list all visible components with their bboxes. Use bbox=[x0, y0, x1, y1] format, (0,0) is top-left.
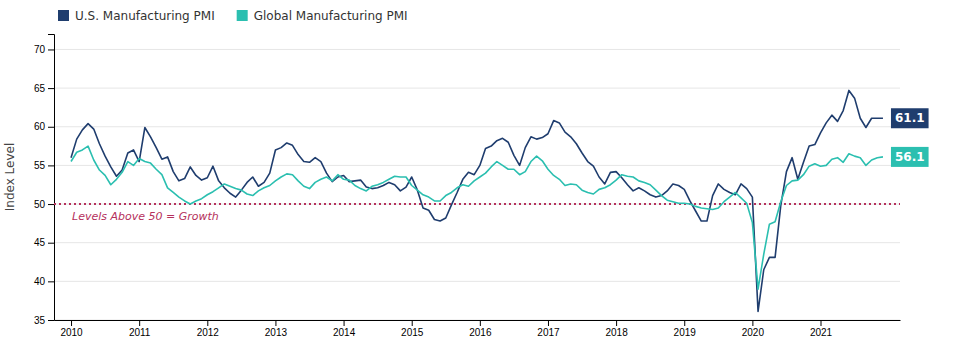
grid-line bbox=[54, 204, 900, 205]
grid-line bbox=[54, 126, 900, 127]
y-tick-mark bbox=[48, 320, 54, 321]
grid-line bbox=[54, 49, 900, 50]
end-label-text: 61.1 bbox=[895, 111, 925, 125]
series-line bbox=[71, 146, 883, 289]
legend-label: U.S. Manufacturing PMI bbox=[75, 9, 215, 23]
y-tick-mark bbox=[48, 88, 54, 89]
x-tick-label: 2014 bbox=[333, 327, 356, 338]
y-axis: 35 40 45 50 55 60 65 70 bbox=[34, 35, 55, 326]
end-label-text: 56.1 bbox=[895, 150, 925, 164]
grid-line bbox=[54, 88, 900, 89]
end-label-box bbox=[891, 108, 929, 128]
grid-line bbox=[54, 165, 900, 166]
x-tick: 2020 bbox=[742, 320, 765, 338]
y-tick-label: 40 bbox=[34, 276, 46, 287]
y-tick: 45 bbox=[34, 237, 54, 248]
end-label: 61.1 bbox=[891, 108, 929, 128]
legend-item: Global Manufacturing PMI bbox=[237, 9, 408, 23]
x-tick: 2010 bbox=[60, 320, 83, 338]
reference-line bbox=[54, 203, 900, 205]
grid-line bbox=[54, 281, 900, 282]
y-tick-label: 65 bbox=[34, 83, 46, 94]
y-tick: 60 bbox=[34, 121, 54, 132]
x-tick-label: 2012 bbox=[197, 327, 220, 338]
y-tick: 40 bbox=[34, 276, 54, 287]
x-tick: 2017 bbox=[537, 320, 560, 338]
legend-swatch bbox=[237, 10, 248, 21]
legend-swatch bbox=[58, 10, 69, 21]
y-tick: 65 bbox=[34, 83, 54, 94]
y-axis-title: Index Level bbox=[3, 143, 17, 212]
y-tick-label: 45 bbox=[34, 237, 46, 248]
x-axis-line bbox=[55, 320, 901, 321]
plot-area bbox=[54, 90, 900, 311]
y-tick-label: 35 bbox=[34, 315, 46, 326]
x-tick-mark bbox=[275, 320, 276, 326]
legend-item: U.S. Manufacturing PMI bbox=[58, 9, 215, 23]
x-tick: 2021 bbox=[810, 320, 833, 338]
y-tick-mark bbox=[48, 243, 54, 244]
x-tick-label: 2017 bbox=[537, 327, 560, 338]
x-tick-mark bbox=[480, 320, 481, 326]
annotation: Levels Above 50 = Growth bbox=[72, 210, 219, 223]
chart: 35 40 45 50 55 60 65 70 2010 2011 2012 2013 2014 2015… bbox=[0, 0, 960, 348]
x-tick-label: 2019 bbox=[674, 327, 697, 338]
y-tick-mark bbox=[48, 281, 54, 282]
x-tick-label: 2020 bbox=[742, 327, 765, 338]
grid-line bbox=[54, 320, 900, 321]
x-tick: 2012 bbox=[197, 320, 220, 338]
y-tick-label: 50 bbox=[34, 199, 46, 210]
x-tick-label: 2015 bbox=[401, 327, 424, 338]
x-tick-label: 2010 bbox=[60, 327, 83, 338]
x-tick-label: 2018 bbox=[605, 327, 628, 338]
x-tick-label: 2011 bbox=[129, 327, 151, 338]
x-tick-mark bbox=[344, 320, 345, 326]
legend-label: Global Manufacturing PMI bbox=[254, 9, 408, 23]
x-tick-mark bbox=[752, 320, 753, 326]
y-tick-mark bbox=[48, 127, 54, 128]
x-tick-mark bbox=[412, 320, 413, 326]
x-tick-mark bbox=[548, 320, 549, 326]
x-axis: 2010 2011 2012 2013 2014 2015 2016 2017 2018 2019… bbox=[55, 320, 901, 338]
x-tick: 2019 bbox=[674, 320, 697, 338]
end-label-box bbox=[891, 147, 929, 167]
x-tick-mark bbox=[139, 320, 140, 326]
legend: U.S. Manufacturing PMI Global Manufacturi… bbox=[58, 9, 408, 23]
end-label: 56.1 bbox=[891, 147, 929, 167]
y-tick: 70 bbox=[34, 44, 54, 55]
grid-line bbox=[54, 242, 900, 243]
x-tick-mark bbox=[821, 320, 822, 326]
x-tick: 2018 bbox=[605, 320, 628, 338]
y-tick-mark bbox=[48, 49, 54, 50]
series-line bbox=[71, 90, 883, 311]
x-tick-label: 2021 bbox=[810, 327, 833, 338]
x-tick-mark bbox=[616, 320, 617, 326]
grid bbox=[54, 49, 900, 320]
y-tick: 50 bbox=[34, 199, 54, 210]
x-tick-label: 2016 bbox=[469, 327, 492, 338]
x-tick: 2016 bbox=[469, 320, 492, 338]
plot-root: 35 40 45 50 55 60 65 70 2010 2011 2012 2013 2014 2015… bbox=[3, 35, 929, 339]
x-tick: 2011 bbox=[129, 320, 151, 338]
y-tick: 55 bbox=[34, 160, 54, 171]
y-tick-label: 70 bbox=[34, 44, 46, 55]
y-tick-mark bbox=[48, 204, 54, 205]
x-tick: 2013 bbox=[265, 320, 288, 338]
x-tick: 2014 bbox=[333, 320, 356, 338]
y-axis-line bbox=[48, 35, 55, 321]
y-tick: 35 bbox=[34, 315, 54, 326]
y-tick-mark bbox=[48, 165, 54, 166]
end-labels: 61.1 56.1 bbox=[891, 108, 929, 167]
y-tick-label: 60 bbox=[34, 121, 46, 132]
x-tick-mark bbox=[684, 320, 685, 326]
x-tick-label: 2013 bbox=[265, 327, 288, 338]
x-tick-mark bbox=[207, 320, 208, 326]
y-tick-label: 55 bbox=[34, 160, 46, 171]
x-tick-mark bbox=[71, 320, 72, 326]
x-tick: 2015 bbox=[401, 320, 424, 338]
